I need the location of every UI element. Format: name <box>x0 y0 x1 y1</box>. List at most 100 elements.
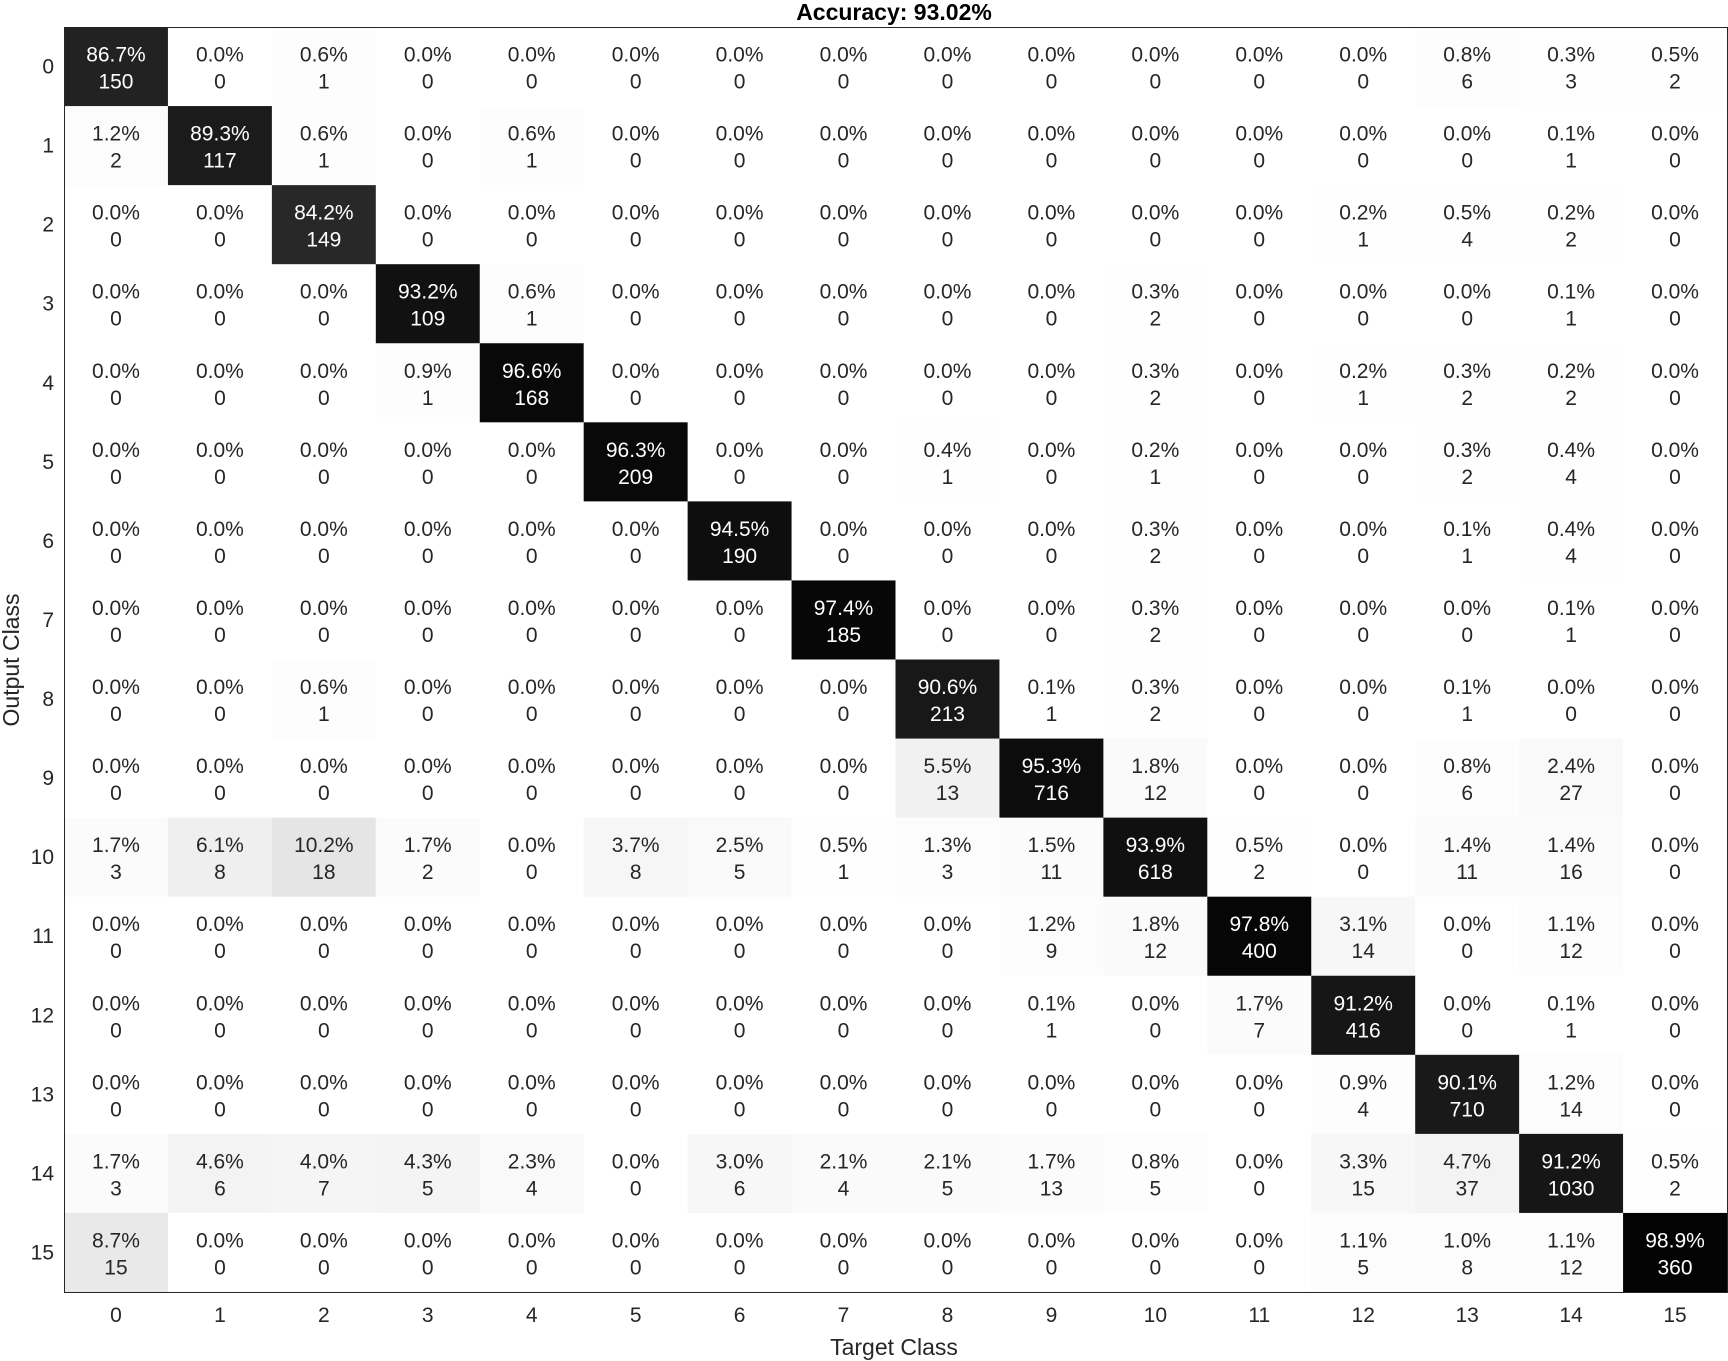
cell-count: 2 <box>1461 466 1473 489</box>
cell-r4-c13: 0.3% 2 <box>1415 343 1520 423</box>
cell-count: 0 <box>838 703 850 726</box>
cell-r11-c13: 0.0% 0 <box>1415 896 1520 977</box>
cell-count: 8 <box>214 861 226 884</box>
cell-r10-c15: 0.0% 0 <box>1623 817 1728 898</box>
cell-count: 1 <box>318 150 330 173</box>
y-tick-label: 8 <box>42 688 54 711</box>
cell-count: 0 <box>318 1019 330 1042</box>
cell-r15-c9: 0.0% 0 <box>999 1212 1104 1293</box>
cell-percentage: 0.0% <box>196 992 244 1015</box>
cell-fill <box>1623 1133 1728 1214</box>
cell-count: 0 <box>1046 466 1058 489</box>
cell-percentage: 0.0% <box>196 439 244 462</box>
cell-r0-c15: 0.5% 2 <box>1623 27 1728 107</box>
cell-percentage: 1.8% <box>1131 755 1179 778</box>
cell-r4-c0: 0.0% 0 <box>64 343 169 423</box>
cell-fill <box>1415 106 1520 186</box>
cell-count: 0 <box>942 624 954 647</box>
cell-count: 0 <box>110 387 122 410</box>
cell-count: 2 <box>1461 387 1473 410</box>
cell-count: 3 <box>110 861 122 884</box>
cell-r0-c8: 0.0% 0 <box>895 27 1001 107</box>
cell-fill <box>687 896 793 977</box>
cell-r2-c5: 0.0% 0 <box>583 185 689 265</box>
cell-count: 0 <box>1253 545 1265 568</box>
cell-count: 0 <box>1046 308 1058 331</box>
cell-r7-c12: 0.0% 0 <box>1311 580 1416 661</box>
cell-count: 0 <box>1669 387 1681 410</box>
cell-r7-c8: 0.0% 0 <box>895 580 1001 661</box>
cell-percentage: 96.3% <box>606 439 666 462</box>
cell-count: 5 <box>942 1177 954 1200</box>
cell-r11-c10: 1.8% 12 <box>1103 896 1208 977</box>
cell-r11-c15: 0.0% 0 <box>1623 896 1728 977</box>
cell-r6-c15: 0.0% 0 <box>1623 501 1728 582</box>
cell-fill <box>479 185 585 265</box>
cell-fill <box>895 1133 1001 1214</box>
cell-percentage: 0.0% <box>612 518 660 541</box>
cell-fill <box>895 185 1001 265</box>
x-tick-label: 8 <box>942 1304 954 1327</box>
cell-count: 0 <box>214 387 226 410</box>
cell-percentage: 0.0% <box>924 44 972 67</box>
cell-percentage: 0.0% <box>1443 992 1491 1015</box>
cell-percentage: 0.0% <box>1235 439 1283 462</box>
cell-count: 1 <box>318 703 330 726</box>
cell-r6-c14: 0.4% 4 <box>1519 501 1624 582</box>
cell-fill <box>479 264 585 344</box>
cell-fill <box>583 659 689 740</box>
cell-r9-c9: 95.3% 716 <box>999 738 1104 819</box>
cell-count: 0 <box>1357 624 1369 647</box>
cell-percentage: 0.5% <box>820 834 868 857</box>
cell-r15-c1: 0.0% 0 <box>167 1212 273 1293</box>
cell-percentage: 0.0% <box>404 913 452 936</box>
cell-count: 0 <box>1046 1098 1058 1121</box>
cell-r3-c2: 0.0% 0 <box>271 264 377 344</box>
cell-fill <box>1207 422 1312 502</box>
cell-r12-c5: 0.0% 0 <box>583 975 689 1056</box>
cell-r9-c1: 0.0% 0 <box>167 738 273 819</box>
cell-fill <box>583 896 689 977</box>
cell-fill <box>999 264 1104 344</box>
x-tick-label: 7 <box>838 1304 850 1327</box>
cell-fill <box>1207 580 1312 661</box>
cell-r7-c7: 97.4% 185 <box>791 580 897 661</box>
cell-count: 0 <box>1046 387 1058 410</box>
cell-percentage: 0.0% <box>924 1071 972 1094</box>
cell-percentage: 0.0% <box>820 1229 868 1252</box>
cell-fill <box>1103 817 1208 898</box>
cell-count: 1 <box>1357 387 1369 410</box>
cell-count: 0 <box>1461 308 1473 331</box>
cell-count: 0 <box>942 940 954 963</box>
cell-r10-c12: 0.0% 0 <box>1311 817 1416 898</box>
cell-fill <box>999 422 1104 502</box>
cell-percentage: 0.0% <box>1547 676 1595 699</box>
cell-r11-c6: 0.0% 0 <box>687 896 793 977</box>
cell-percentage: 0.0% <box>508 992 556 1015</box>
cell-percentage: 0.0% <box>1131 1229 1179 1252</box>
cell-fill <box>1311 343 1416 423</box>
cell-fill <box>1207 738 1312 819</box>
cell-count: 0 <box>214 703 226 726</box>
cell-count: 0 <box>526 1098 538 1121</box>
cell-r1-c5: 0.0% 0 <box>583 106 689 186</box>
cell-r3-c8: 0.0% 0 <box>895 264 1001 344</box>
cell-percentage: 0.0% <box>1651 992 1699 1015</box>
cell-r12-c1: 0.0% 0 <box>167 975 273 1056</box>
cell-count: 1 <box>1461 703 1473 726</box>
cell-percentage: 0.0% <box>300 281 348 304</box>
cell-r9-c15: 0.0% 0 <box>1623 738 1728 819</box>
cell-percentage: 0.3% <box>1131 518 1179 541</box>
cell-fill <box>1103 975 1208 1056</box>
cell-r1-c1: 89.3% 117 <box>167 106 273 186</box>
cell-fill <box>64 422 169 502</box>
cell-r9-c11: 0.0% 0 <box>1207 738 1312 819</box>
cell-fill <box>167 501 273 582</box>
cell-r8-c10: 0.3% 2 <box>1103 659 1208 740</box>
cell-count: 0 <box>318 940 330 963</box>
cell-count: 0 <box>1253 1177 1265 1200</box>
cell-count: 0 <box>422 466 434 489</box>
cell-percentage: 0.0% <box>1235 360 1283 383</box>
cell-percentage: 0.0% <box>612 202 660 225</box>
cell-r5-c13: 0.3% 2 <box>1415 422 1520 502</box>
